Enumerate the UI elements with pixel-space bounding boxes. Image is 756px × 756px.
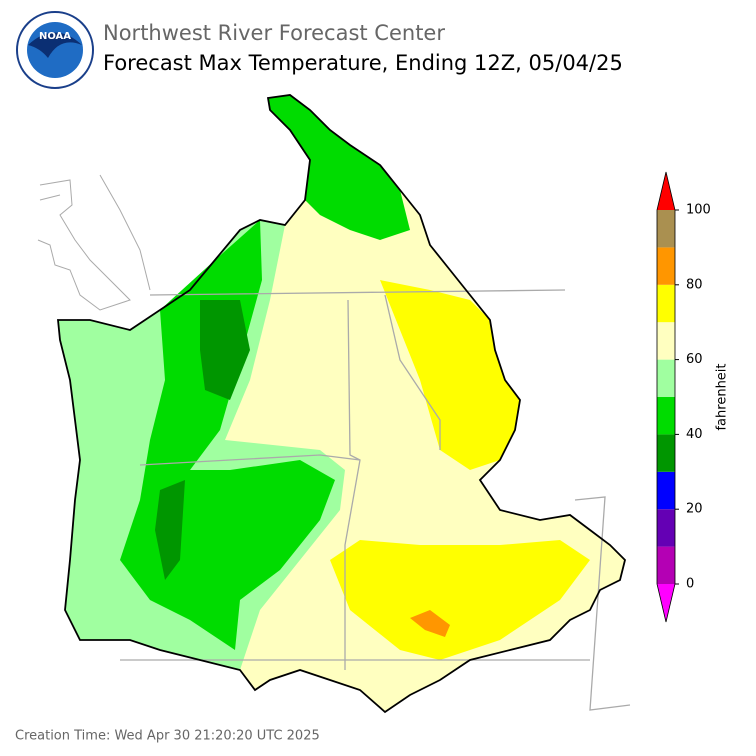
colorbar: 0 20 40 60 80 100 xyxy=(656,171,711,623)
colorbar-segment xyxy=(657,247,675,285)
colorbar-segment xyxy=(657,284,675,323)
logo-text: NOAA xyxy=(39,31,71,42)
colorbar-segment xyxy=(657,509,675,547)
map xyxy=(37,94,631,714)
region-warm-south xyxy=(330,540,590,660)
creation-time: Creation Time: Wed Apr 30 21:20:20 UTC 2… xyxy=(15,729,320,744)
colorbar-tick-label: 0 xyxy=(686,577,694,592)
colorbar-tick-label: 20 xyxy=(686,502,703,517)
colorbar-segment xyxy=(657,359,675,397)
basin-outline xyxy=(57,94,626,714)
subtitle: Forecast Max Temperature, Ending 12Z, 05… xyxy=(103,51,623,75)
colorbar-tick-label: 40 xyxy=(686,427,703,442)
colorbar-tick-label: 60 xyxy=(686,352,703,367)
colorbar-tick-label: 100 xyxy=(686,203,711,218)
colorbar-segment xyxy=(657,471,675,510)
region-north xyxy=(268,95,410,240)
colorbar-tick-label: 80 xyxy=(686,277,703,292)
title: Northwest River Forecast Center xyxy=(103,21,445,45)
colorbar-segment xyxy=(657,434,675,472)
colorbar-segment xyxy=(657,210,675,248)
region-mountain xyxy=(155,300,250,580)
state-lines xyxy=(120,289,631,711)
colorbar-label: fahrenheit xyxy=(715,363,730,430)
coastline xyxy=(37,174,151,311)
region-warm-east xyxy=(380,280,520,470)
colorbar-segment xyxy=(657,397,675,435)
colorbar-segment xyxy=(657,546,675,584)
noaa-logo: NOAA xyxy=(16,11,94,89)
colorbar-over xyxy=(657,172,675,210)
colorbar-segment xyxy=(657,322,675,360)
logo-bird xyxy=(28,32,82,58)
colorbar-under xyxy=(657,584,675,622)
region-hot xyxy=(410,610,450,637)
